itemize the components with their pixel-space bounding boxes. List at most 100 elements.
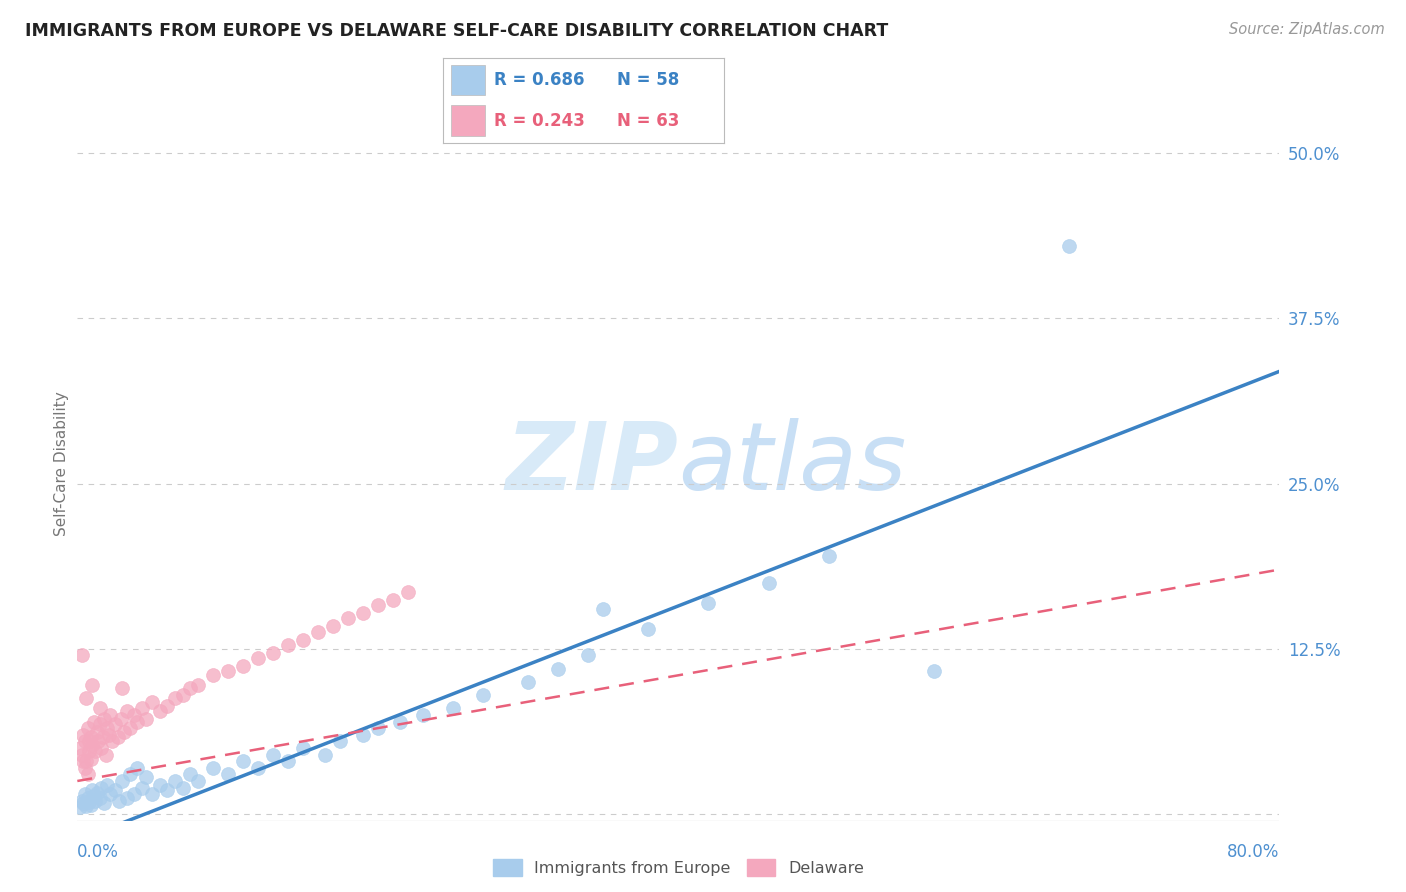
Point [329,734,352,748]
Point [93,797,115,811]
Point [246,651,269,665]
Point [100,707,122,722]
Point [115,704,138,718]
Point [697,596,720,610]
Point [91,731,114,745]
Point [83,789,105,803]
Point [412,707,434,722]
Point [83,714,105,729]
Point [127,714,149,729]
Text: atlas: atlas [679,418,907,509]
Point [389,714,412,729]
Point [217,665,239,679]
Y-axis label: Self-Care Disability: Self-Care Disability [53,392,69,536]
Point [89,701,111,715]
Point [89,717,111,731]
Point [104,783,127,797]
Point [232,754,254,768]
Point [307,624,329,639]
Point [179,681,201,696]
Point [84,743,107,757]
Point [262,747,284,762]
Point [367,721,389,735]
Point [110,712,132,726]
Point [115,791,138,805]
Point [70,648,93,663]
Point [135,712,157,726]
Point [75,754,97,768]
Text: N = 58: N = 58 [617,71,679,89]
Point [179,767,201,781]
Bar [451,105,485,136]
Point [149,778,172,792]
Point [82,739,104,753]
Point [90,741,112,756]
Point [70,794,93,808]
Point [80,797,103,812]
Text: N = 63: N = 63 [617,112,679,129]
Point [108,794,131,808]
Point [367,599,389,613]
Point [93,712,115,726]
Point [72,728,94,742]
Text: Source: ZipAtlas.com: Source: ZipAtlas.com [1229,22,1385,37]
Point [100,787,122,801]
Point [80,751,103,765]
Point [76,721,98,735]
Point [73,787,96,801]
Text: R = 0.243: R = 0.243 [494,112,585,129]
Point [186,774,209,789]
Point [107,731,129,745]
Point [172,688,194,702]
Point [86,786,108,800]
Point [97,728,120,742]
Point [135,770,157,784]
Text: ZIP: ZIP [506,417,679,510]
Point [149,704,172,718]
Point [73,761,96,775]
Point [76,791,98,805]
Point [156,698,179,713]
Point [112,725,135,739]
Point [163,690,186,705]
Point [291,632,314,647]
Text: 0.0%: 0.0% [77,843,120,861]
Point [291,741,314,756]
Point [163,774,186,789]
Point [96,721,118,735]
Point [111,681,134,696]
Point [262,646,284,660]
Bar [451,65,485,95]
Point [76,767,98,781]
Point [517,674,540,689]
Point [101,734,124,748]
Point [82,783,104,797]
Text: R = 0.686: R = 0.686 [494,71,583,89]
Point [73,734,96,748]
Point [104,717,127,731]
Point [336,611,359,625]
Point [576,648,599,663]
Point [472,688,495,702]
Point [79,734,101,748]
Point [70,747,93,762]
Point [84,794,107,808]
Point [277,754,299,768]
Point [322,619,344,633]
Point [69,741,91,756]
Point [201,761,224,775]
Point [131,701,153,715]
Point [592,602,614,616]
Point [75,690,97,705]
Point [352,728,374,742]
Point [118,721,141,735]
Point [96,778,118,792]
Point [637,622,659,636]
Point [547,662,569,676]
Point [131,780,153,795]
Point [87,734,110,748]
Point [118,767,141,781]
Point [922,665,945,679]
Point [124,787,146,801]
Point [381,593,404,607]
